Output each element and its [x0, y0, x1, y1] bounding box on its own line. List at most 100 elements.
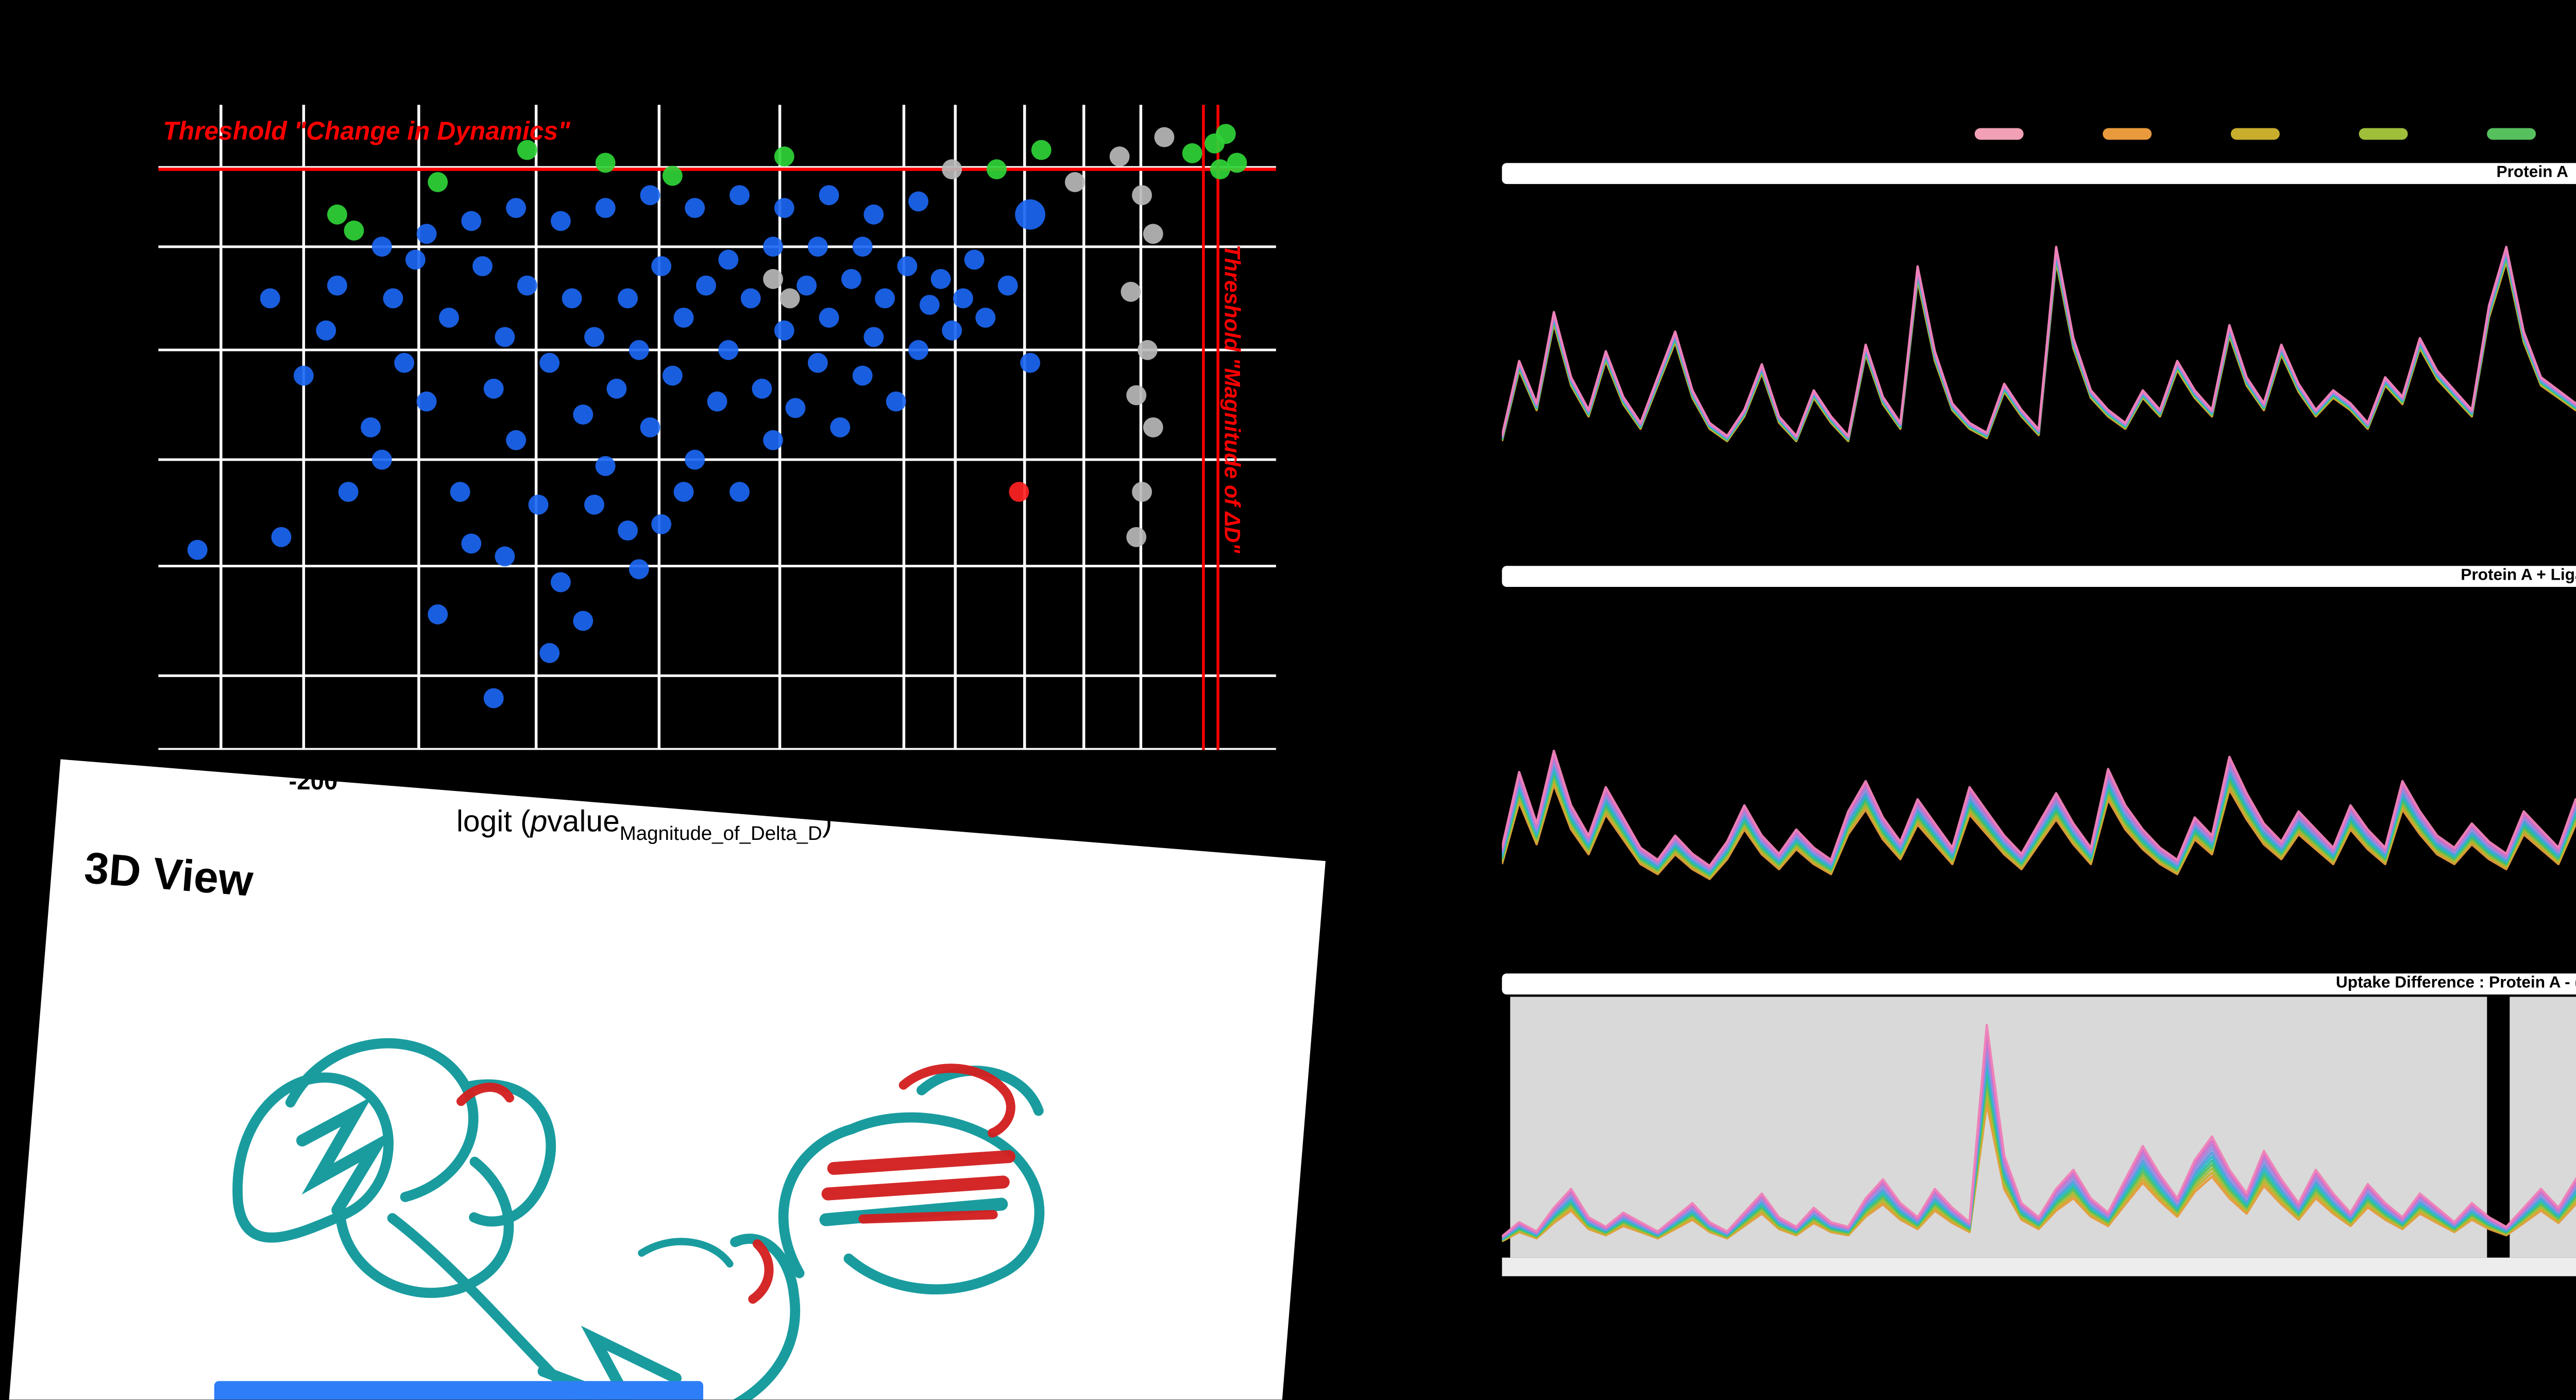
volcano-point[interactable] [841, 269, 861, 289]
volcano-point[interactable] [875, 288, 895, 309]
volcano-point[interactable] [852, 237, 873, 257]
volcano-point[interactable] [461, 211, 482, 231]
uptake-plot-protein-a-ligand[interactable] [1502, 594, 2576, 955]
viewer-3d-control-bar[interactable] [214, 1381, 703, 1400]
volcano-point[interactable] [327, 275, 347, 296]
volcano-point[interactable] [774, 198, 794, 218]
volcano-point[interactable] [495, 327, 515, 347]
volcano-point[interactable] [293, 365, 314, 386]
volcano-point[interactable] [752, 378, 772, 399]
volcano-point[interactable] [863, 327, 884, 347]
volcano-point[interactable] [919, 295, 940, 315]
uptake-plot-protein-a[interactable] [1502, 187, 2576, 571]
volcano-point[interactable] [271, 527, 292, 547]
panel-title-protein-a[interactable]: Protein A [1502, 163, 2576, 184]
volcano-point[interactable] [886, 391, 906, 412]
volcano-point[interactable] [584, 327, 604, 347]
volcano-point[interactable] [416, 391, 437, 412]
volcano-point[interactable] [584, 495, 604, 515]
volcano-point[interactable] [696, 275, 716, 296]
volcano-point[interactable] [852, 365, 873, 386]
volcano-point[interactable] [908, 191, 929, 212]
volcano-point[interactable] [573, 404, 594, 425]
volcano-point[interactable] [595, 198, 616, 218]
volcano-point[interactable] [539, 643, 560, 663]
volcano-point[interactable] [472, 256, 493, 277]
volcano-point[interactable] [562, 288, 582, 309]
volcano-point[interactable] [662, 365, 683, 386]
volcano-point[interactable] [730, 185, 750, 206]
volcano-point[interactable] [930, 269, 951, 289]
volcano-point[interactable] [438, 308, 459, 328]
volcano-point[interactable] [763, 430, 784, 450]
volcano-point[interactable] [1109, 146, 1130, 167]
volcano-point[interactable] [673, 482, 694, 502]
volcano-point[interactable] [807, 352, 828, 373]
volcano-point[interactable] [685, 449, 705, 470]
legend-timepoint-swatch[interactable] [2230, 128, 2280, 139]
volcano-point[interactable] [1137, 340, 1158, 360]
volcano-point[interactable] [1215, 124, 1236, 144]
volcano-point[interactable] [316, 320, 336, 341]
volcano-point[interactable] [819, 308, 839, 328]
volcano-point[interactable] [595, 153, 616, 173]
volcano-point[interactable] [1015, 199, 1045, 230]
volcano-point[interactable] [606, 378, 627, 399]
volcano-point[interactable] [405, 249, 426, 270]
volcano-point[interactable] [774, 320, 794, 341]
volcano-point[interactable] [517, 275, 537, 296]
volcano-point[interactable] [595, 456, 616, 476]
volcano-point[interactable] [640, 185, 660, 206]
volcano-point[interactable] [673, 308, 694, 328]
volcano-point[interactable] [763, 237, 784, 257]
volcano-point[interactable] [1126, 385, 1147, 406]
volcano-point[interactable] [260, 288, 280, 309]
volcano-point[interactable] [1126, 527, 1147, 547]
volcano-point[interactable] [383, 288, 403, 309]
volcano-point[interactable] [785, 398, 806, 418]
volcano-point[interactable] [483, 688, 504, 709]
volcano-point[interactable] [187, 539, 208, 560]
volcano-point[interactable] [718, 249, 739, 270]
volcano-scatter-plot[interactable] [158, 105, 1276, 750]
volcano-point[interactable] [371, 237, 392, 257]
volcano-point[interactable] [942, 320, 962, 341]
volcano-point[interactable] [796, 275, 817, 296]
volcano-point[interactable] [1132, 482, 1152, 502]
volcano-point[interactable] [908, 340, 929, 360]
volcano-point[interactable] [506, 430, 527, 450]
volcano-point[interactable] [327, 204, 347, 225]
volcano-point[interactable] [550, 572, 571, 593]
volcano-point[interactable] [779, 288, 800, 309]
legend-timepoint-swatch[interactable] [2359, 128, 2408, 139]
volcano-point[interactable] [763, 269, 784, 289]
volcano-point[interactable] [651, 256, 672, 277]
volcano-point[interactable] [964, 249, 985, 270]
volcano-point[interactable] [1154, 127, 1175, 147]
volcano-point[interactable] [863, 204, 884, 225]
volcano-point[interactable] [662, 165, 683, 186]
volcano-point[interactable] [730, 482, 750, 502]
volcano-point[interactable] [1121, 281, 1141, 302]
volcano-point[interactable] [1143, 224, 1163, 244]
volcano-point[interactable] [361, 417, 381, 437]
volcano-point[interactable] [483, 378, 504, 399]
volcano-point[interactable] [371, 449, 392, 470]
volcano-point[interactable] [629, 340, 649, 360]
legend-timepoint-swatch[interactable] [2103, 128, 2152, 139]
volcano-point[interactable] [718, 340, 739, 360]
volcano-point[interactable] [461, 533, 482, 554]
volcano-point[interactable] [942, 159, 962, 180]
volcano-point[interactable] [1064, 172, 1085, 192]
volcano-point[interactable] [953, 288, 973, 309]
volcano-point[interactable] [573, 611, 594, 631]
volcano-point[interactable] [344, 221, 364, 241]
uptake-difference-plot[interactable] [1502, 997, 2576, 1276]
volcano-point[interactable] [550, 211, 571, 231]
volcano-point[interactable] [629, 559, 649, 580]
volcano-point[interactable] [640, 417, 660, 437]
volcano-point[interactable] [987, 159, 1007, 180]
volcano-point[interactable] [618, 288, 638, 309]
volcano-point[interactable] [774, 146, 794, 167]
volcano-point[interactable] [830, 417, 851, 437]
